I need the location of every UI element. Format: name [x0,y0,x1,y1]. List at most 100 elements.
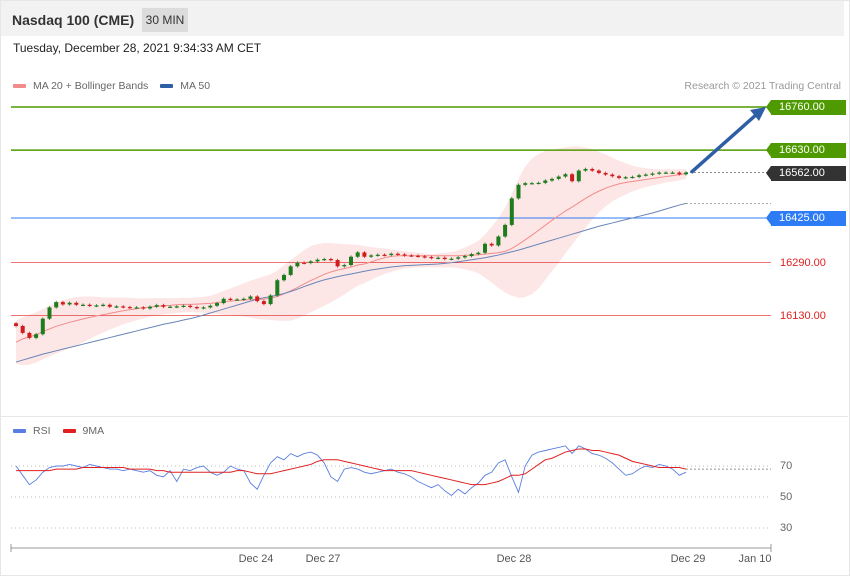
level-tag-16760: 16760.00 [766,100,846,115]
candle-body [335,260,340,267]
candle-body [362,252,367,257]
projection-arrow-shaft [689,112,759,174]
candle-body [275,280,280,296]
panel-divider [1,416,848,417]
candle-body [610,174,615,177]
research-credit: Research © 2021 Trading Central [684,80,841,92]
candle-body [355,252,360,257]
candle-body [255,296,260,302]
candle-body [369,255,374,257]
candle-body [677,172,682,175]
candle-body [141,307,146,309]
candle-body [168,306,173,308]
timeframe-button[interactable]: 30 MIN [142,8,188,32]
rsi-ma-line [16,448,687,486]
x-tick-dec28: Dec 28 [496,553,532,565]
candle-body [657,172,662,174]
candle-body [596,170,601,173]
candle-body [308,261,313,264]
candle-body [215,303,219,306]
candle-body [422,256,427,258]
candle-body [74,302,79,305]
candle-body [154,305,159,307]
candle-body [328,259,333,261]
candle-body [295,262,300,267]
candle-body [27,332,32,338]
candle-body [663,172,668,174]
x-tick-dec24: Dec 24 [238,553,274,565]
candle-body [148,306,152,309]
candle-body [563,174,568,177]
candle-body [409,255,414,257]
candle-body [503,224,508,237]
rsi-legend-label: RSI [33,425,51,437]
candle-body [469,254,474,257]
candle-body [449,258,454,260]
candle-body [235,299,240,301]
candle-body [114,306,119,308]
candle-body [556,176,561,179]
legend-ma50: MA 50 [160,80,210,92]
rsi-tick-30: 30 [780,522,793,534]
candle-body [302,262,307,264]
candle-body [442,257,447,260]
candle-body [261,301,266,305]
candle-body [47,307,52,319]
candle-body [248,296,253,299]
price-legend: MA 20 + Bollinger Bands MA 50 [13,80,222,92]
ma50-line [15,202,687,363]
candle-body [496,236,501,246]
candle-body [221,298,226,304]
candle-body [603,172,608,175]
candle-body [228,298,233,300]
candle-body [107,304,112,307]
candle-body [476,252,481,255]
candle-body [67,302,72,305]
ma20-line [15,173,687,343]
candle-body [282,274,286,281]
x-tick-jan10: Jan 10 [738,553,772,565]
candle-body [389,253,394,256]
candle-body [670,172,675,174]
candle-body [489,243,494,246]
rsi-tick-50: 50 [780,491,793,503]
rsi-ma-legend-label: 9MA [82,425,105,437]
candle-body [570,174,575,182]
candle-body [684,172,688,175]
candle-body [543,180,548,183]
candle-body [349,256,353,266]
candle-body [637,175,642,177]
rsi-line [15,445,687,497]
candle-body [382,254,387,256]
candle-body [40,318,45,335]
timestamp-label: Tuesday, December 28, 2021 9:34:33 AM CE… [13,41,262,55]
candle-body [342,265,347,267]
x-tick-dec27: Dec 27 [305,553,341,565]
ma20-legend-label: MA 20 + Bollinger Bands [33,80,149,92]
candle-body [322,259,327,261]
ma50-legend-label: MA 50 [180,80,211,92]
level-label-16290: 16290.00 [780,257,826,269]
legend-ma20: MA 20 + Bollinger Bands [13,80,148,92]
candle-body [208,305,213,308]
ma20-swatch [13,84,26,88]
candle-body [416,255,420,257]
legend-rsi: RSI [13,425,51,437]
candle-body [590,168,595,171]
candle-body [194,307,199,309]
candle-body [20,325,25,333]
candle-body [523,183,528,185]
x-tick-dec29: Dec 29 [670,553,706,565]
projection-arrow-head [750,107,766,121]
candle-body [583,168,588,171]
candle-body [429,257,434,259]
candle-body [14,323,18,326]
candle-body [181,305,186,307]
rsi-tick-70: 70 [780,460,793,472]
candle-body [134,307,139,309]
candle-body [516,184,521,199]
candle-body [288,266,293,275]
candle-body [402,254,407,256]
candle-body [60,302,65,305]
